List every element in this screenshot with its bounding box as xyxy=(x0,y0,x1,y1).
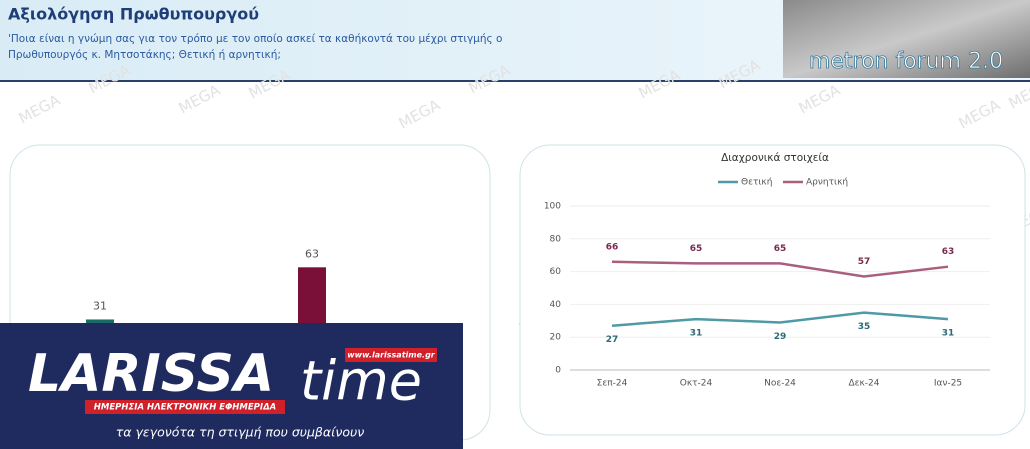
series-line xyxy=(611,260,949,278)
y-tick-label: 20 xyxy=(550,333,562,343)
legend-label: Αρνητική xyxy=(806,178,848,188)
watermark: MEGA xyxy=(16,90,64,127)
value-label: 31 xyxy=(93,299,107,312)
logo-name: LARISSA xyxy=(28,344,274,404)
y-tick-label: 80 xyxy=(550,234,562,244)
value-label: 63 xyxy=(305,247,319,260)
logo-name: time xyxy=(300,350,422,413)
brand-name: metron forum 2.0 xyxy=(809,49,1003,74)
value-label: 27 xyxy=(606,335,619,345)
y-tick-label: 40 xyxy=(550,300,562,310)
value-label: 57 xyxy=(858,257,871,267)
x-tick-label: Δεκ-24 xyxy=(848,379,879,389)
legend-label: Θετική xyxy=(741,178,772,188)
x-tick-label: Ιαν-25 xyxy=(934,379,962,389)
logo-url: www.larissatime.gr xyxy=(347,351,436,360)
value-label: 66 xyxy=(606,242,619,252)
logo-tagline: ΗΜΕΡΗΣΙΑ ΗΛΕΚΤΡΟΝΙΚΗ ΕΦΗΜΕΡΙΔΑ xyxy=(94,403,276,413)
header-rule xyxy=(0,80,1030,82)
panel xyxy=(519,144,1026,436)
x-tick-label: Σεπ-24 xyxy=(597,379,628,389)
value-label: 29 xyxy=(774,332,787,342)
value-label: 63 xyxy=(942,247,955,257)
question-line: 'Ποια είναι η γνώμη σας για τον τρόπο με… xyxy=(8,33,502,45)
logo-bg xyxy=(0,323,463,449)
question-line: Πρωθυπουργός κ. Μητσοτάκης; Θετική ή αρν… xyxy=(8,49,281,61)
chart-title: Διαχρονικά στοιχεία xyxy=(721,152,829,164)
watermark: MEGA xyxy=(396,95,444,132)
overlay-logo: www.larissatime.gr LARISSA time ΗΜΕΡΗΣΙΑ… xyxy=(0,323,463,449)
brand-photo xyxy=(783,0,1030,78)
x-tick-label: Νοε-24 xyxy=(764,379,796,389)
x-tick-label: Οκτ-24 xyxy=(680,379,713,389)
value-label: 31 xyxy=(690,329,703,339)
value-label: 31 xyxy=(942,329,955,339)
y-tick-label: 100 xyxy=(544,202,561,212)
y-tick-label: 0 xyxy=(555,366,561,376)
watermark: MEGA xyxy=(796,80,844,117)
value-label: 35 xyxy=(858,322,871,332)
value-label: 65 xyxy=(774,244,787,254)
logo-url-bg xyxy=(345,348,437,362)
watermark: MEGA xyxy=(176,80,224,117)
header-title: Αξιολόγηση Πρωθυπουργού xyxy=(8,5,259,24)
series-line xyxy=(611,311,949,327)
y-tick-label: 60 xyxy=(550,267,562,277)
logo-tagline-bg xyxy=(85,400,285,414)
logo-slogan: τα γεγονότα τη στιγμή που συμβαίνουν xyxy=(116,425,364,440)
watermark: MEGA xyxy=(956,95,1004,132)
value-label: 65 xyxy=(690,244,703,254)
